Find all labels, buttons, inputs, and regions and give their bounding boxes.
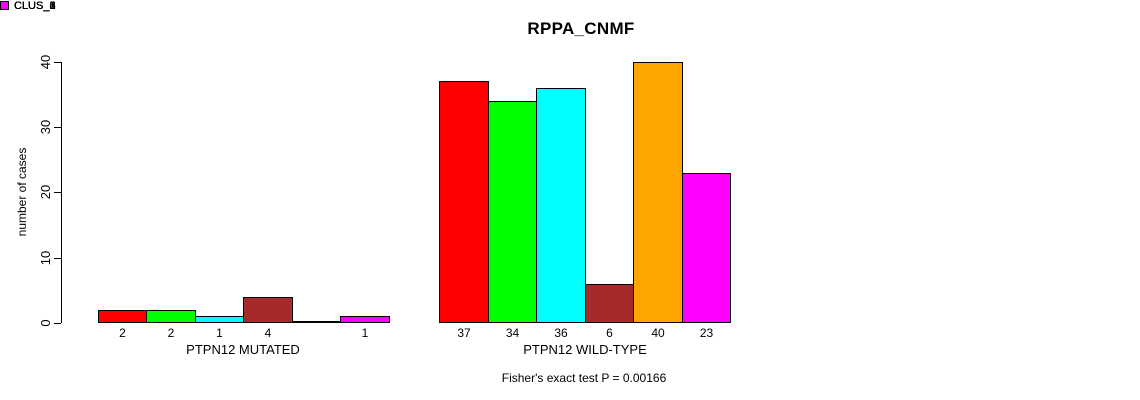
legend-label: CLUS_6: [14, 0, 56, 12]
bar: [243, 297, 293, 323]
legend-swatch-icon: [0, 1, 9, 10]
legend-label: CLUS_1: [14, 0, 56, 12]
y-tick-label: 10: [38, 250, 53, 266]
y-tick-label: 0: [38, 319, 53, 327]
annotation-text: Fisher's exact test P = 0.00166: [501, 371, 667, 385]
bar: [340, 316, 390, 323]
y-tick-mark: [54, 192, 61, 193]
y-tick-mark: [54, 62, 61, 63]
bar: [536, 88, 586, 323]
bar-value-label: 1: [216, 326, 223, 340]
bar: [488, 101, 537, 323]
bar: [98, 310, 147, 323]
bar-value-label: 2: [167, 326, 175, 340]
y-tick-label: 20: [38, 184, 53, 200]
bar-value-label: 40: [651, 326, 665, 340]
bar: [195, 316, 244, 323]
bar-value-label: 2: [119, 326, 126, 340]
bar: [292, 321, 341, 323]
bar-value-label: 36: [554, 326, 568, 340]
y-tick-label: 40: [38, 54, 53, 70]
bar: [585, 284, 634, 323]
x-group-label: PTPN12 MUTATED: [186, 342, 300, 357]
legend-label: CLUS_4: [14, 0, 56, 12]
bar: [439, 81, 489, 323]
y-axis-line: [61, 62, 62, 323]
bar-value-label: 23: [699, 326, 714, 340]
bar-value-label: 6: [606, 326, 613, 340]
y-tick-label: 30: [38, 119, 53, 135]
bar-value-label: 4: [264, 326, 272, 340]
y-tick-mark: [54, 323, 61, 324]
legend-label: CLUS_5: [14, 0, 56, 12]
bar-value-label: 34: [505, 326, 520, 340]
chart-title: RPPA_CNMF: [527, 19, 635, 38]
x-group-label: PTPN12 WILD-TYPE: [523, 342, 647, 357]
legend-label: CLUS_3: [14, 0, 56, 12]
bar-value-label: 37: [457, 326, 471, 340]
y-tick-mark: [54, 127, 61, 128]
y-tick-mark: [54, 258, 61, 259]
legend-label: CLUS_2: [14, 0, 56, 12]
bar: [682, 173, 731, 323]
bar-value-label: 1: [361, 326, 369, 340]
y-axis-label: number of cases: [15, 147, 29, 237]
bar: [633, 62, 683, 323]
bar: [146, 310, 196, 323]
